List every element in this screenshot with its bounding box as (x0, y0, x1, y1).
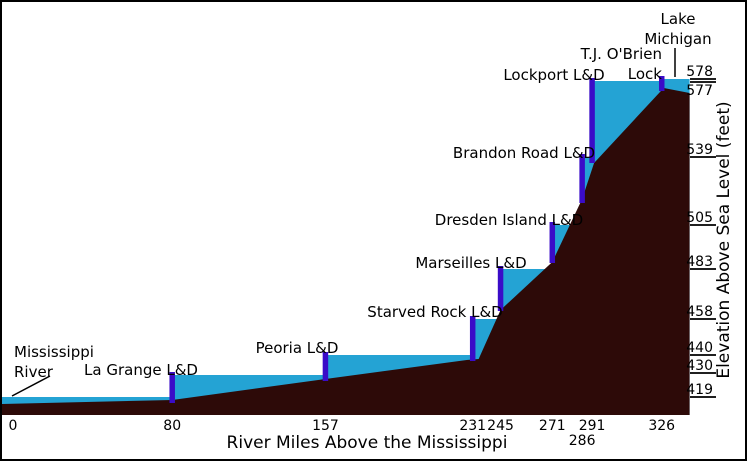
y-tick-label-505: 505 (686, 210, 713, 226)
x-tick-label-157: 157 (312, 418, 339, 434)
label-tj-obrien-line2: Lock (628, 65, 663, 83)
label-dresden-island: Dresden Island L&D (435, 211, 583, 229)
label-starved-rock: Starved Rock L&D (367, 303, 502, 321)
x-tick-label-231: 231 (459, 418, 486, 434)
x-tick-label-326: 326 (648, 418, 675, 434)
y-tick-label-577: 577 (686, 83, 713, 99)
lockport-lock-bar (589, 78, 595, 163)
x-tick-label-80: 80 (163, 418, 181, 434)
land-profile (2, 88, 690, 415)
y-tick-label-440: 440 (686, 340, 713, 356)
label-peoria: Peoria L&D (256, 339, 339, 357)
x-tick-label-286: 286 (569, 433, 596, 449)
y-tick-label-430: 430 (686, 358, 713, 374)
label-marseilles: Marseilles L&D (415, 254, 526, 272)
tj-obrien-lock-bar (658, 76, 665, 91)
x-tick-label-0: 0 (9, 418, 18, 434)
brandon-road-lock-bar (579, 154, 585, 203)
x-tick-label-271: 271 (539, 418, 566, 434)
label-la-grange: La Grange L&D (84, 361, 198, 379)
y-tick-label-458: 458 (686, 304, 713, 320)
la-grange-lock-bar (169, 372, 175, 403)
mississippi-pointer-line (11, 375, 51, 397)
dresden-island-lock-bar (549, 222, 556, 263)
label-lake-michigan-line2: Michigan (644, 30, 711, 48)
x-axis-title: River Miles Above the Mississippi (227, 433, 508, 453)
y-tick-label-419: 419 (686, 382, 713, 398)
label-mississippi-river-line2: River (14, 363, 54, 381)
label-lockport: Lockport L&D (503, 66, 604, 84)
peoria-lock-bar (322, 352, 329, 381)
label-brandon-road: Brandon Road L&D (453, 144, 595, 162)
label-lake-michigan-line1: Lake (661, 10, 696, 28)
y-tick-label-483: 483 (686, 254, 713, 270)
marseilles-lock-bar (497, 266, 504, 311)
y-tick-label-578: 578 (686, 64, 713, 80)
y-tick-label-539: 539 (686, 142, 713, 158)
x-tick-label-291: 291 (579, 418, 606, 434)
starved-rock-lock-bar (469, 316, 476, 361)
label-tj-obrien-line1: T.J. O'Brien (580, 45, 662, 63)
x-tick-label-245: 245 (487, 418, 514, 434)
y-axis-title: Elevation Above Sea Level (feet) (714, 101, 734, 378)
label-mississippi-river-line1: Mississippi (14, 343, 94, 361)
